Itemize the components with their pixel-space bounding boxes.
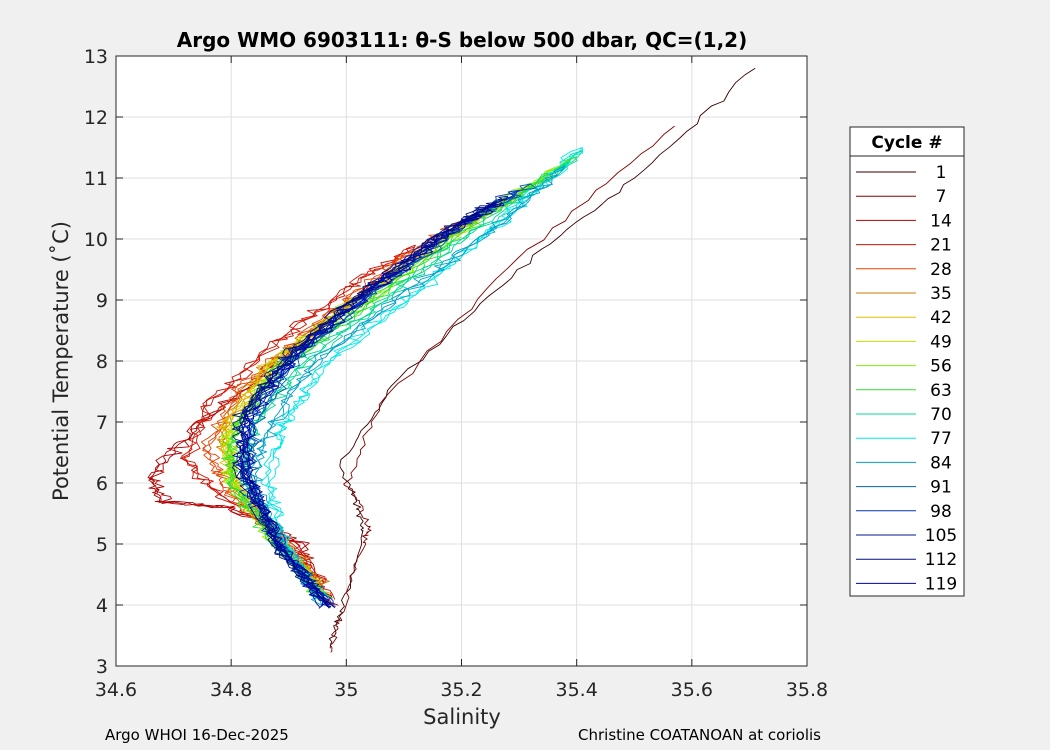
legend-label: 56 [930, 357, 952, 377]
legend-label: 42 [930, 308, 952, 328]
y-tick-label: 6 [96, 473, 108, 495]
series-line-cycle-112 [231, 201, 499, 609]
y-tick-label: 9 [96, 290, 108, 312]
x-tick-label: 34.6 [95, 679, 137, 701]
legend-box [849, 126, 965, 597]
series-line-cycle-56 [220, 159, 572, 599]
legend-label: 98 [930, 502, 952, 522]
legend-label: 84 [930, 453, 952, 473]
legend-label: 70 [930, 405, 952, 425]
footer-left: Argo WHOI 16-Dec-2025 [105, 726, 289, 744]
y-axis-label: Potential Temperature (˚C) [49, 221, 73, 501]
y-tick-label: 3 [96, 656, 108, 678]
legend-label: 14 [930, 211, 952, 231]
axes: 34.6 34.8 35 35.2 35.4 35.6 35.8 3 4 5 6 7 8 9 10 11 12… [84, 46, 828, 701]
legend-label: 112 [925, 550, 957, 570]
y-tick-label: 11 [84, 168, 108, 190]
x-axis-label: Salinity [423, 705, 501, 729]
legend-label: 35 [930, 284, 952, 304]
y-tick-label: 7 [96, 412, 108, 434]
y-tick-label: 4 [96, 595, 108, 617]
legend-label: 1 [936, 163, 947, 183]
legend-label: 49 [930, 332, 952, 352]
x-tick-label: 35.8 [786, 679, 828, 701]
legend-label: 7 [936, 187, 947, 207]
legend-label: 77 [930, 429, 952, 449]
y-tick-label: 12 [84, 107, 108, 129]
y-tick-label: 8 [96, 351, 108, 373]
x-tick-label: 35 [334, 679, 358, 701]
x-tick-label: 34.8 [210, 679, 252, 701]
legend-label: 21 [930, 236, 952, 256]
legend-label: 119 [925, 574, 957, 594]
chart-title: Argo WMO 6903111: θ-S below 500 dbar, QC… [177, 28, 747, 52]
series-line-cycle-14 [148, 281, 376, 605]
legend-entries: 1 7 14 21 28 35 42 49 56 63 70 77 84 91 98 105 112 119 [856, 163, 957, 594]
legend-label: 28 [930, 260, 952, 280]
footer-right: Christine COATANOAN at coriolis [578, 726, 821, 744]
legend-title: Cycle # [871, 133, 942, 153]
x-tick-label: 35.4 [556, 679, 598, 701]
legend-label: 63 [930, 381, 952, 401]
x-ticks: 34.6 34.8 35 35.2 35.4 35.6 35.8 [95, 56, 828, 701]
y-tick-label: 10 [84, 229, 108, 251]
legend-label: 91 [930, 478, 952, 498]
x-tick-label: 35.2 [440, 679, 482, 701]
y-ticks: 3 4 5 6 7 8 9 10 11 12 13 [84, 46, 807, 678]
series-line-cycle-63 [227, 156, 577, 601]
series-line-cycle-7 [329, 125, 675, 653]
y-tick-label: 13 [84, 46, 108, 68]
y-tick-label: 5 [96, 534, 108, 556]
series-line-cycle-77 [265, 147, 583, 599]
series-lines [147, 67, 756, 653]
x-tick-label: 35.6 [671, 679, 713, 701]
legend-label: 105 [925, 526, 957, 546]
series-line-cycle-119 [238, 202, 503, 609]
legend: Cycle # 17142128354249566370778491981051… [849, 126, 965, 597]
series-line-cycle-1 [328, 67, 756, 649]
series-line-cycle-119 [244, 202, 505, 609]
series-line-cycle-14 [147, 281, 376, 605]
